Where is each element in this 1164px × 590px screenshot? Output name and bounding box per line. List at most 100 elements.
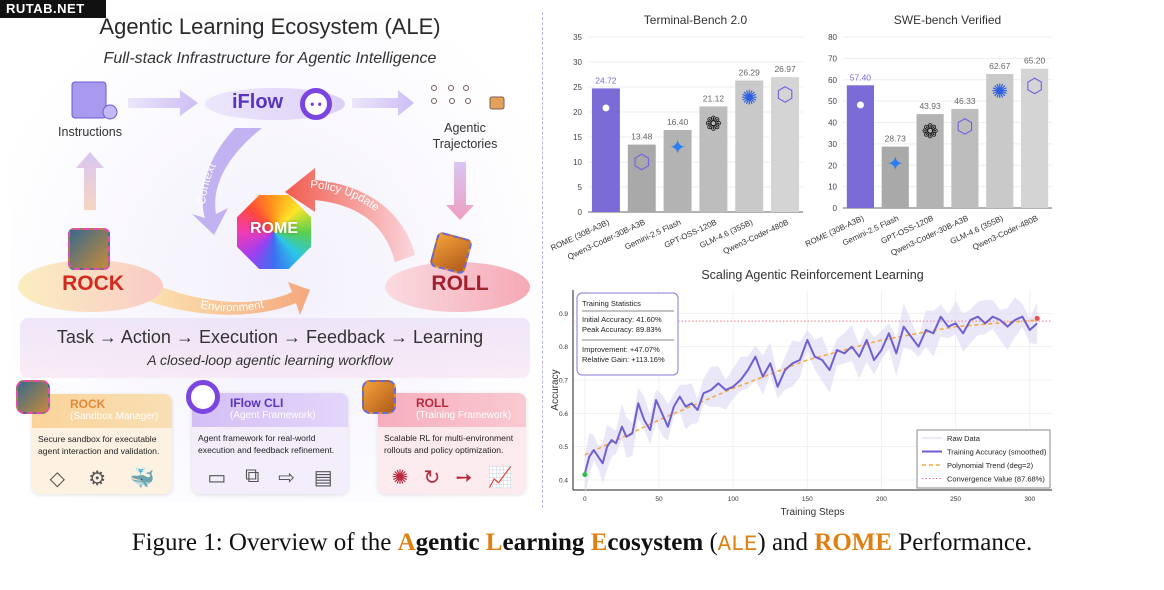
stats-peak: Peak Accuracy: 89.83% (582, 325, 662, 334)
rome-logo-icon: ● (856, 96, 866, 113)
workflow-steps: Task → Action → Execution → Feedback → L… (56, 327, 484, 347)
arrow-trajectories-to-roll (446, 162, 474, 220)
x-tick-label: 100 (728, 496, 739, 503)
x-tick-label: 250 (950, 496, 961, 503)
arrow-iflow-to-trajectories (352, 90, 414, 116)
card-iflow-cli: IFlow CLI (Agent Framework) Agent framewo… (192, 393, 348, 494)
bar (881, 146, 909, 208)
bar (1020, 68, 1049, 208)
card-title: ROCK (70, 397, 106, 411)
legend-label: Convergence Value (87.68%) (947, 475, 1045, 484)
card-body: Scalable RL for multi-environment rollou… (384, 433, 514, 455)
qwen-logo-icon: ⬡ (776, 84, 793, 106)
y-tick-label: 60 (828, 76, 837, 85)
clock-cycle-icon: ↻ (423, 467, 441, 489)
caption-text: gentic (415, 529, 486, 556)
rome-gem-icon (237, 195, 311, 269)
y-tick-label: 35 (573, 33, 582, 42)
card-title: IFlow CLI (230, 396, 284, 410)
y-tick-label: 0.8 (559, 344, 568, 351)
developer-screen-icon: ▭ (207, 467, 227, 489)
iflow-avatar-icon (186, 380, 220, 414)
rock-label: ROCK (62, 272, 124, 295)
caption-rome: ROME (814, 529, 893, 556)
bar-value-label: 21.12 (703, 93, 725, 103)
y-axis-label: Accuracy (550, 369, 561, 410)
openai-logo-icon: ❁ (705, 113, 722, 135)
bar-value-label: 62.67 (989, 61, 1011, 71)
bar-value-label: 43.93 (919, 101, 941, 111)
workflow-band (20, 318, 530, 378)
card-body: Secure sandbox for executable agent inte… (38, 434, 160, 456)
qwen-logo-icon: ⬡ (956, 116, 973, 138)
caption-highlight: A (397, 529, 416, 556)
chart-title: Scaling Agentic Reinforcement Learning (701, 268, 923, 282)
glm-logo-icon: ✺ (991, 81, 1008, 103)
smoothed-line (583, 315, 1038, 474)
rome-label: ROME (250, 220, 298, 237)
legend-label: Raw Data (947, 434, 981, 443)
y-tick-label: 0.9 (559, 311, 568, 318)
caption-highlight: E (590, 529, 608, 556)
bar-value-label: 16.40 (667, 117, 689, 127)
stats-improvement: Improvement: +47.07% (582, 345, 660, 354)
y-tick-label: 5 (578, 183, 583, 192)
x-tick-label: 300 (1024, 496, 1035, 503)
arrow-rock-to-instructions (76, 152, 104, 210)
chart-title: SWE-bench Verified (894, 13, 1001, 27)
y-tick-label: 0 (833, 204, 838, 213)
stats-title: Training Statistics (582, 299, 641, 308)
caption-text: ) and (757, 529, 815, 556)
robot-arm-icon: ⚙ (88, 468, 107, 490)
x-tick-label: Qwen3-Coder-480B (722, 218, 790, 256)
legend-box (916, 429, 1051, 489)
y-tick-label: 40 (828, 119, 837, 128)
x-tick-label: ROME (30B-A3B) (804, 214, 866, 249)
gemini-logo-icon: ✦ (669, 137, 686, 159)
y-tick-label: 50 (828, 97, 837, 106)
y-tick-label: 0 (578, 208, 583, 217)
bar-value-label: 57.40 (850, 72, 872, 82)
diagram-subtitle: Full-stack Infrastructure for Agentic In… (103, 50, 437, 67)
sandbox-icon: ◇ (49, 468, 66, 490)
qwen-logo-icon: ⬡ (1026, 76, 1043, 98)
y-tick-label: 10 (828, 183, 837, 192)
diagram-title: Agentic Learning Ecosystem (ALE) (99, 14, 441, 39)
hierarchy-icon: ⧉ (245, 465, 260, 487)
card-roll: ROLL (Training Framework) Scalable RL for… (378, 393, 526, 494)
y-tick-label: 0.4 (559, 478, 568, 485)
bar-value-label: 28.73 (885, 134, 907, 144)
document-rocket-icon: ▤ (313, 467, 333, 489)
x-tick-label: 0 (583, 496, 587, 503)
arrow-environment (145, 282, 310, 315)
y-tick-label: 70 (828, 54, 837, 63)
trend-line (584, 319, 1038, 456)
caption-text: cosystem (607, 529, 704, 556)
y-tick-label: 20 (573, 108, 582, 117)
network-icon: ✺ (391, 467, 409, 489)
bar-value-label: 26.29 (739, 68, 761, 78)
caption-text: earning (502, 529, 591, 556)
qwen-logo-icon: ⬡ (633, 152, 650, 174)
trajectories-label-line1: Agentic (444, 121, 486, 135)
roll-label: ROLL (431, 272, 489, 295)
x-tick-label: Qwen3-Coder-480B (971, 214, 1039, 252)
card-body: Agent framework for real-world execution… (198, 433, 335, 455)
charts-svg: Terminal-Bench 2.0 0 5 10 15 20 25 30 35 24.72 ● RO… (549, 13, 1052, 518)
y-tick-label: 20 (828, 161, 837, 170)
y-tick-label: 30 (573, 58, 582, 67)
stats-initial: Initial Accuracy: 41.60% (582, 315, 662, 324)
iflow-label: iFlow (232, 91, 284, 113)
card-rock: ROCK (Sandbox Manager) Secure sandbox for… (32, 394, 172, 494)
trajectories-icon (431, 85, 505, 110)
bar-value-label: 65.20 (1024, 56, 1046, 66)
watermark: RUTAB.NET (0, 0, 106, 18)
x-tick-label: 150 (802, 496, 813, 503)
rock-cube-icon (68, 228, 110, 270)
instructions-icon (71, 81, 118, 120)
legend-label: Training Accuracy (smoothed) (947, 448, 1047, 457)
gemini-logo-icon: ✦ (887, 154, 904, 176)
openai-logo-icon: ❁ (922, 121, 939, 143)
card-subtitle: (Sandbox Manager) (70, 411, 159, 422)
bar (663, 130, 692, 212)
